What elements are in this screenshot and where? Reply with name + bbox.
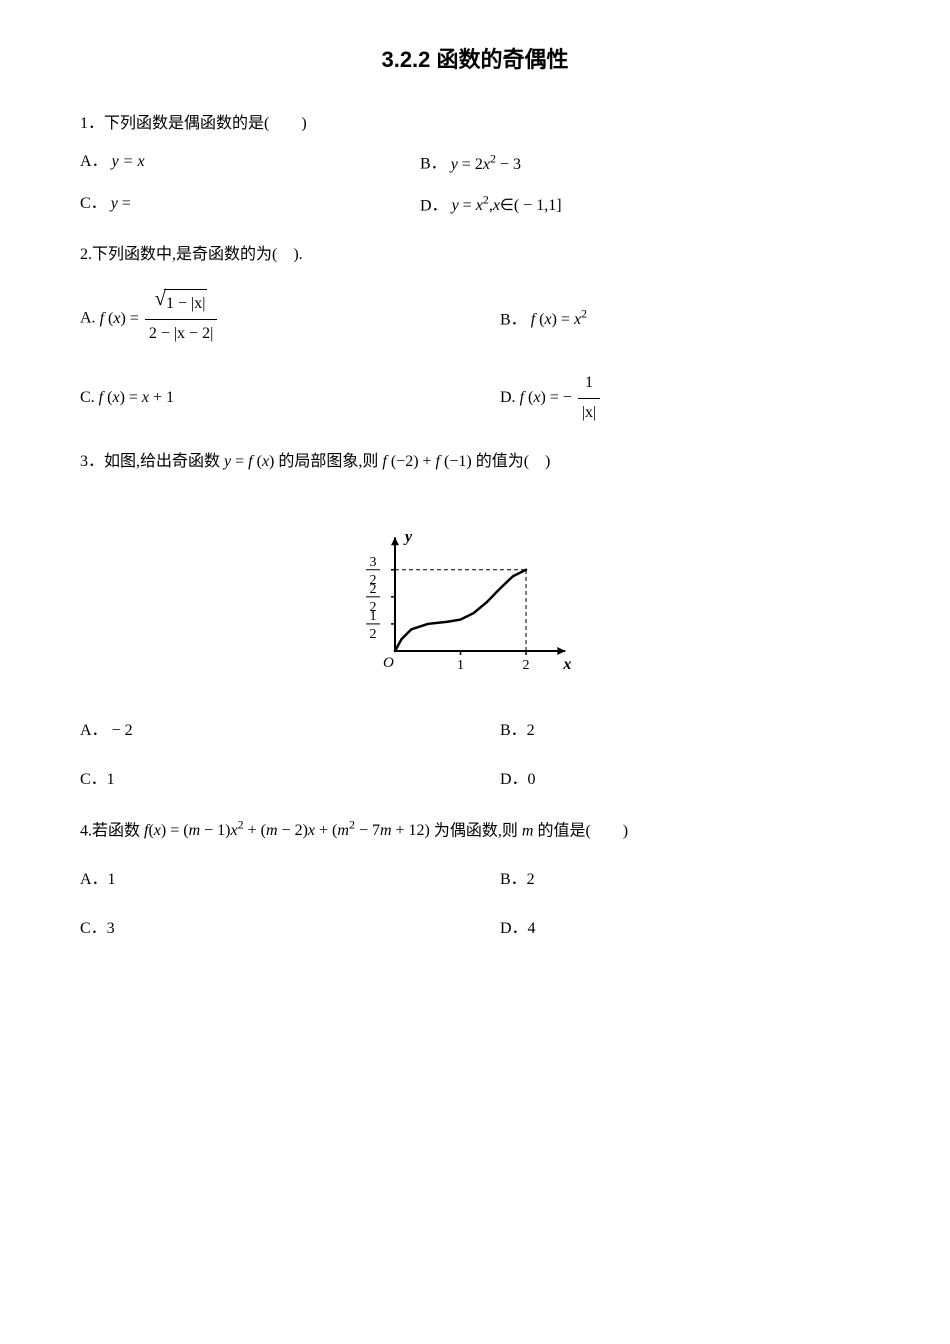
q2-option-c: C. f (x) = x + 1: [80, 384, 280, 413]
svg-text:1: 1: [457, 658, 464, 673]
q1-c-prefix: C．: [80, 195, 107, 212]
q3-a-prefix: A．: [80, 722, 108, 739]
svg-text:2: 2: [370, 600, 377, 615]
question-4: 4.若函数 f(x) = (m − 1)x2 + (m − 2)x + (m2 …: [80, 815, 870, 944]
q3-option-a: A． − 2: [80, 717, 280, 746]
q2-option-b: B． f (x) = x2: [500, 304, 700, 335]
q4-option-c: C．3: [80, 915, 280, 944]
q2-a-prefix: A.: [80, 310, 100, 327]
q3-option-c: C．1: [80, 766, 280, 795]
q4-stem-post: 为偶函数,则 m 的值是( ): [434, 822, 628, 839]
q2-c-math: f (x) = x + 1: [99, 389, 174, 406]
q2-a-den: 2 − |x − 2|: [145, 320, 217, 349]
q2-a-math: f (x) = √1 − |x| 2 − |x − 2|: [100, 310, 220, 327]
graph-svg: 12223212yxO: [335, 501, 615, 681]
q1-a-math: y = x: [112, 153, 145, 170]
q4-option-a: A．1: [80, 866, 280, 895]
q2-d-num: 1: [578, 369, 600, 399]
q1-c-math: y =: [111, 195, 131, 212]
q1-d-prefix: D．: [420, 197, 448, 214]
q3-option-d: D．0: [500, 766, 700, 795]
svg-text:2: 2: [370, 573, 377, 588]
q2-b-prefix: B．: [500, 311, 527, 328]
q2-d-prefix: D.: [500, 389, 520, 406]
q2-option-d: D. f (x) = − 1 |x|: [500, 369, 700, 428]
q3-stem-mid2: 的局部图象,则: [278, 453, 382, 470]
q1-a-prefix: A．: [80, 153, 108, 170]
svg-text:3: 3: [370, 555, 377, 570]
q1-stem: 1．下列函数是偶函数的是( ): [80, 110, 870, 139]
q3-stem-pre: 3．如图,给出奇函数: [80, 453, 224, 470]
q3-stem-fn: y = f (x): [224, 453, 274, 470]
question-2: 2.下列函数中,是奇函数的为( ). A. f (x) = √1 − |x| 2…: [80, 241, 870, 428]
q4-stem-pre: 4.若函数: [80, 822, 144, 839]
q1-option-b: B． y = 2x2 − 3: [420, 148, 620, 179]
q1-option-c: C． y =: [80, 190, 280, 221]
q3-stem: 3．如图,给出奇函数 y = f (x) 的局部图象,则 f (−2) + f …: [80, 448, 870, 477]
q4-option-b: B．2: [500, 866, 700, 895]
question-3: 3．如图,给出奇函数 y = f (x) 的局部图象,则 f (−2) + f …: [80, 448, 870, 795]
q4-stem-math: f(x) = (m − 1)x2 + (m − 2)x + (m2 − 7m +…: [144, 822, 430, 839]
q2-stem: 2.下列函数中,是奇函数的为( ).: [80, 241, 870, 270]
q2-b-math: f (x) = x2: [531, 311, 587, 328]
q3-figure: 12223212yxO: [80, 501, 870, 692]
page-title: 3.2.2 函数的奇偶性: [80, 40, 870, 80]
q3-stem-expr: f (−2) + f (−1): [382, 453, 471, 470]
q3-option-b: B．2: [500, 717, 700, 746]
q3-stem-post: 的值为( ): [476, 453, 551, 470]
svg-text:y: y: [403, 529, 413, 546]
q2-c-prefix: C.: [80, 389, 99, 406]
q2-option-a: A. f (x) = √1 − |x| 2 − |x − 2|: [80, 289, 280, 349]
q1-b-math: y = 2x2 − 3: [451, 156, 521, 173]
q1-option-d: D． y = x2,x∈( − 1,1]: [420, 190, 620, 221]
q3-a-val: − 2: [112, 722, 133, 739]
q4-stem: 4.若函数 f(x) = (m − 1)x2 + (m − 2)x + (m2 …: [80, 815, 870, 846]
svg-text:2: 2: [523, 658, 530, 673]
svg-text:x: x: [562, 656, 571, 673]
q4-option-d: D．4: [500, 915, 700, 944]
q1-option-a: A． y = x: [80, 148, 280, 179]
q2-d-den: |x|: [578, 399, 600, 428]
svg-text:2: 2: [370, 627, 377, 642]
q1-d-math: y = x2,x∈( − 1,1]: [452, 197, 562, 214]
q1-b-prefix: B．: [420, 156, 447, 173]
q2-d-math: f (x) = − 1 |x|: [520, 389, 603, 406]
q2-a-sqrt-body: 1 − |x|: [164, 289, 207, 319]
question-1: 1．下列函数是偶函数的是( ) A． y = x B． y = 2x2 − 3 …: [80, 110, 870, 221]
svg-text:O: O: [383, 655, 394, 671]
